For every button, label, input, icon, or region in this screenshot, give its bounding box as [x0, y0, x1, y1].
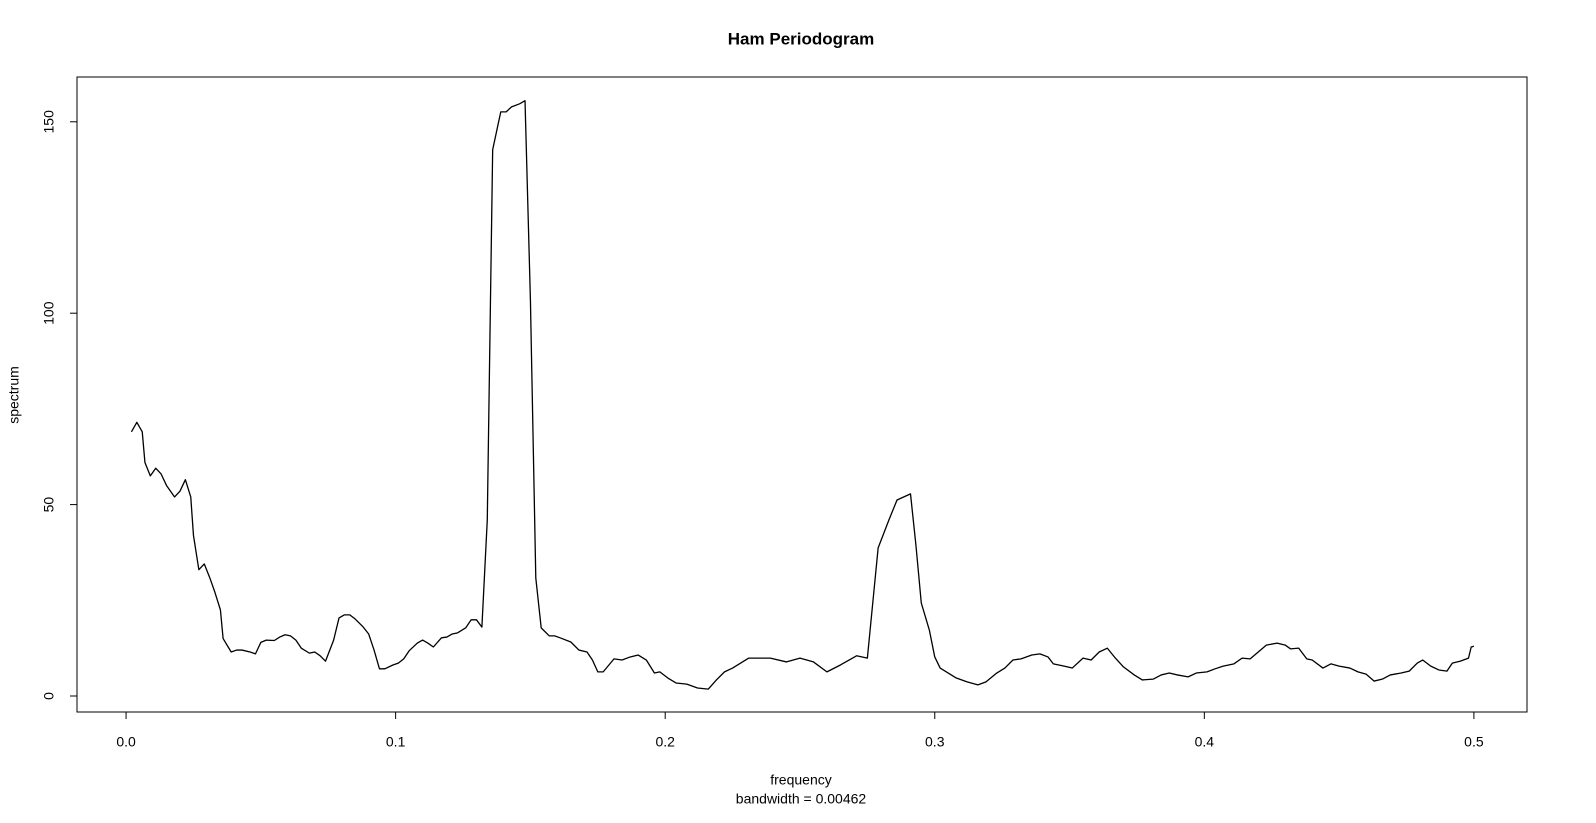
line-series — [130, 100, 1475, 690]
x-tick-label: 0.4 — [1195, 734, 1215, 750]
subtitle: bandwidth = 0.00462 — [736, 791, 867, 807]
y-axis-label: spectrum — [6, 366, 22, 424]
x-tick-label: 0.0 — [116, 734, 136, 750]
x-tick-label: 0.5 — [1464, 734, 1484, 750]
x-axis-label: frequency — [770, 772, 831, 788]
x-tick-label: 0.3 — [925, 734, 945, 750]
x-tick-label: 0.1 — [386, 734, 406, 750]
y-tick-label: 0 — [41, 692, 57, 700]
y-tick-label: 150 — [41, 110, 57, 134]
x-tick-label: 0.2 — [655, 734, 675, 750]
y-tick-label: 50 — [41, 497, 57, 513]
chart-title: Ham Periodogram — [728, 29, 874, 48]
y-tick-label: 100 — [41, 301, 57, 325]
